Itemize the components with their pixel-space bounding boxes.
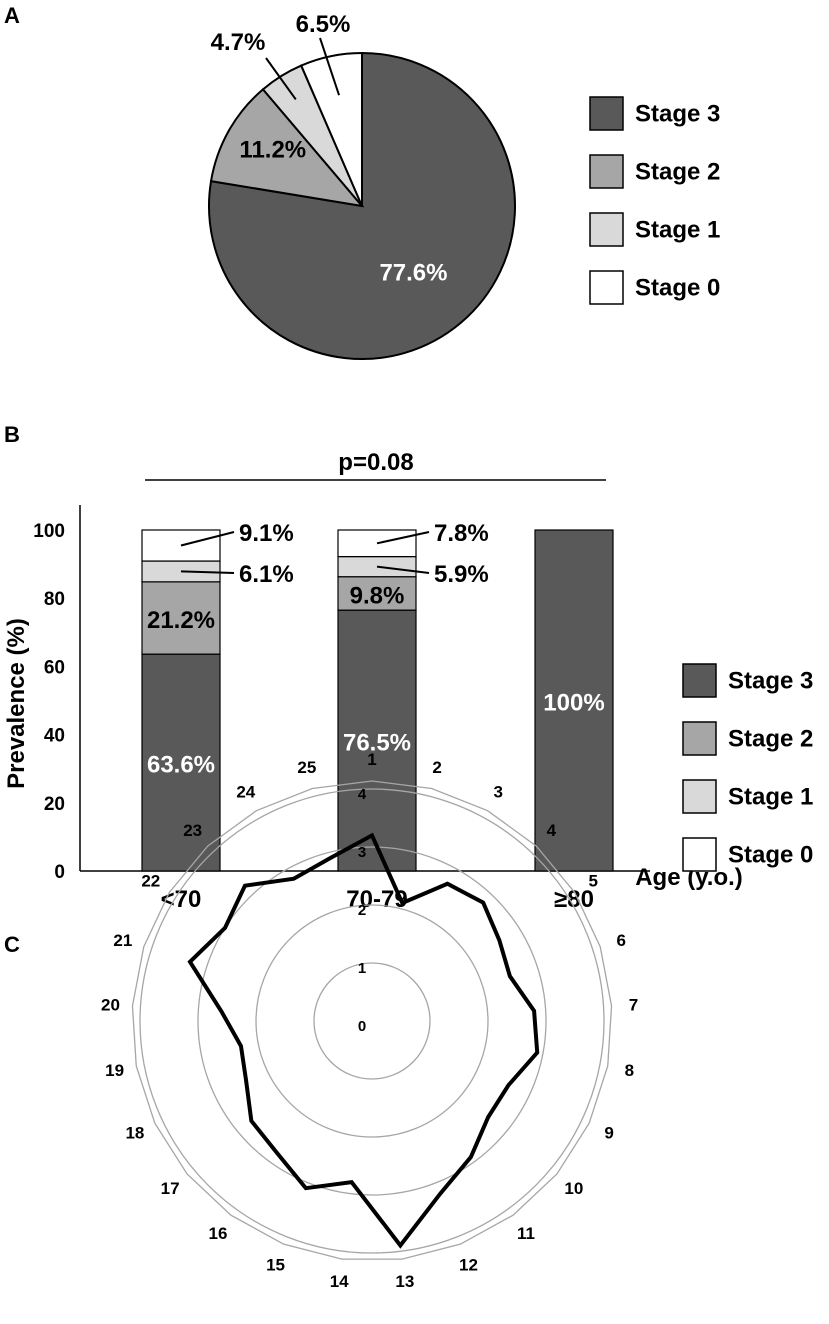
radar-axis-label: 24 [236,782,255,801]
x-tick-label: <70 [161,886,202,913]
legend-swatch-stage-1 [682,779,717,814]
y-tick-label: 0 [54,862,65,883]
radar-axis-label: 16 [209,1224,228,1243]
radar-axis-label: 2 [432,758,441,777]
radar-axis-label: 4 [547,821,557,840]
bar-label-stage-0: 9.1% [239,520,294,547]
radar-axis-label: 21 [113,931,132,950]
radar-r-tick: 1 [358,960,366,977]
legend-swatch-stage-0 [682,837,717,872]
y-tick-label: 40 [44,726,65,747]
pie-leader-stage-1 [265,57,297,101]
radar-r-tick: 0 [358,1018,366,1035]
legend-label-stage-3: Stage 3 [635,101,720,128]
legend-swatch-stage-2 [589,154,624,189]
legend-label-stage-2: Stage 2 [635,159,720,186]
radar-axis-label: 25 [297,758,316,777]
legend-label-stage-2: Stage 2 [728,726,813,753]
bar-label-stage-2: 21.2% [147,607,215,634]
radar-axis-label: 10 [564,1179,583,1198]
legend-label-stage-0: Stage 0 [728,842,813,869]
y-tick-label: 100 [33,521,65,542]
radar-axis-label: 14 [330,1272,349,1291]
legend-swatch-stage-0 [589,270,624,305]
bar-segment-stage-2 [141,581,221,655]
y-axis-title: Prevalence (%) [3,618,30,789]
legend-label-stage-3: Stage 3 [728,668,813,695]
radar-axis-label: 11 [517,1224,535,1243]
radar-axis-label: 15 [266,1256,285,1275]
x-tick-label: ≥80 [554,886,594,913]
bar-label-stage-3: 76.5% [343,730,411,757]
radar-axis-label: 8 [625,1061,634,1080]
legend-b: Stage 3 Stage 2 Stage 1 Stage 0 [682,663,813,872]
legend-label-stage-0: Stage 0 [635,275,720,302]
pie-label-stage-0: 6.5% [296,11,351,38]
bar-leader-stage-1 [376,565,430,574]
radar-grid-ring [139,788,605,1254]
legend-swatch-stage-3 [589,96,624,131]
legend-swatch-stage-3 [682,663,717,698]
panel-b-label: B [4,422,20,447]
radar-axis-label: 20 [101,996,120,1015]
pie-label-stage-3: 77.6% [379,260,447,287]
radar-axis-label: 17 [161,1179,180,1198]
radar-r-tick: 4 [358,786,367,803]
bar-label-stage-0: 7.8% [434,520,489,547]
radar-axis-label: 5 [588,872,597,891]
radar-axis-label: 18 [125,1124,144,1143]
bar-label-stage-3: 100% [543,690,604,717]
radar-r-tick: 2 [358,902,366,919]
legend-label-stage-1: Stage 1 [728,784,813,811]
pie-slice-stage-2 [209,87,365,208]
bar-label-stage-3: 63.6% [147,752,215,779]
pie-label-stage-2: 11.2% [239,136,306,163]
legend-label-stage-1: Stage 1 [635,217,720,244]
radar-axis-label: 9 [604,1124,613,1143]
radar-series-line [187,832,540,1249]
bar-label-stage-2: 9.8% [350,582,405,609]
bar-leader-stage-0 [376,531,430,545]
radar-axis-label: 3 [493,782,502,801]
panel-c-label: C [4,932,20,957]
legend-a: Stage 3 Stage 2 Stage 1 Stage 0 [589,96,720,305]
bar-segment-stage-2 [337,576,417,611]
radar-r-tick: 3 [358,844,366,861]
radar-axis-label: 23 [183,821,202,840]
radar-axis-label: 13 [395,1272,414,1291]
bar-leader-stage-1 [180,570,235,574]
y-tick-label: 80 [44,589,65,610]
radar-axis-label: 12 [459,1256,478,1275]
radar-grid-ring [313,962,431,1080]
p-value-annotation: p=0.08 [338,449,413,476]
bar-segment-stage-3 [141,653,221,872]
radar-axis-label: 22 [141,872,160,891]
bar-segment-stage-3 [534,529,614,872]
pie-label-stage-1: 4.7% [211,29,266,56]
y-tick-label: 20 [44,794,65,815]
radar-grid-ring [197,846,547,1196]
pie-chart: 77.6% 11.2% 4.7% 6.5% [208,11,516,360]
bar-label-stage-1: 6.1% [239,561,294,588]
radar-outer-frame [131,780,613,1260]
y-tick-label: 60 [44,657,65,678]
legend-swatch-stage-2 [682,721,717,756]
radar-grid-ring [255,904,489,1138]
bar-label-stage-1: 5.9% [434,561,489,588]
radar-axis-label: 19 [105,1061,124,1080]
panel-a-label: A [4,3,20,28]
radar-axis-label: 7 [629,996,638,1015]
legend-swatch-stage-1 [589,212,624,247]
radar-axis-label: 1 [367,750,376,769]
pie-slice-stage-0 [299,51,363,207]
radar-axis-label: 6 [616,931,625,950]
bar-leader-stage-0 [180,531,235,547]
pie-leader-stage-0 [319,37,340,96]
